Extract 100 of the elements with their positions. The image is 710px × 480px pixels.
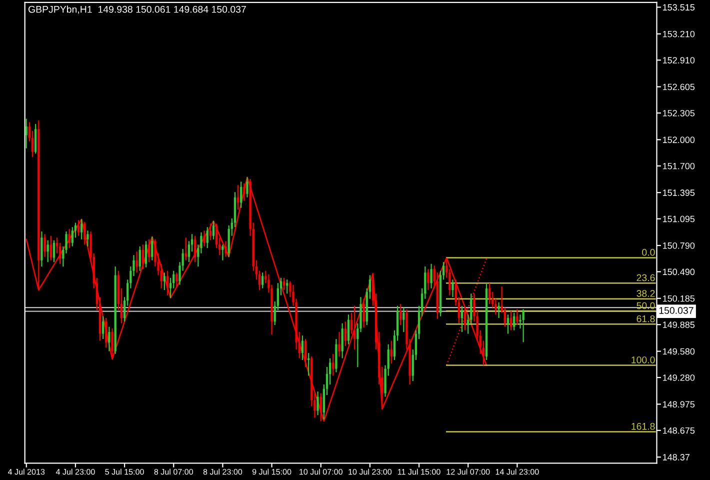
annotation: 161.8 <box>632 422 655 430</box>
x-tick-label: 10 Jul 23:00 <box>348 468 392 475</box>
annotation: 23.6 <box>636 274 655 282</box>
y-tick-label: 151.395 <box>662 190 695 196</box>
candlestick <box>400 304 402 326</box>
candlestick <box>144 240 148 268</box>
y-tick-label: 152.305 <box>662 110 695 116</box>
candlestick <box>111 328 114 360</box>
y-tick-label: 151.095 <box>662 216 695 222</box>
candlestick <box>506 314 510 334</box>
candlestick <box>427 268 430 291</box>
y-tick-label: 148.675 <box>662 427 695 434</box>
y-tick-label: 150.790 <box>662 242 695 249</box>
annotation: 38.2 <box>636 290 655 297</box>
annotation: 0.0 <box>642 248 655 256</box>
y-tick-label: 153.515 <box>662 4 695 11</box>
candlestick <box>354 305 356 350</box>
y-tick-label: 149.280 <box>662 374 695 381</box>
candlestick <box>522 308 524 343</box>
annotation: 100.0 <box>632 356 655 364</box>
candlestick <box>142 244 144 270</box>
x-tick-label: 4 Jul 2013 <box>8 468 45 475</box>
y-tick-label: 152.910 <box>662 57 695 64</box>
candlestick <box>46 240 49 263</box>
chart-title: GBPJPYbn,H1 149.938 150.061 149.684 150.037 <box>28 6 246 14</box>
candlestick <box>212 220 215 240</box>
candlestick <box>224 240 227 258</box>
y-tick-label: 148.975 <box>662 401 695 408</box>
y-tick-label: 152.000 <box>662 136 695 144</box>
candlestick <box>148 238 150 263</box>
candlestick <box>347 314 350 345</box>
candlestick <box>452 279 454 298</box>
x-tick-label: 5 Jul 15:00 <box>105 468 144 475</box>
annotation: 61.8 <box>636 315 655 322</box>
candlestick <box>71 226 74 247</box>
candlestick <box>341 322 344 359</box>
candlestick <box>332 353 334 376</box>
x-tick-label: 10 Jul 07:00 <box>300 468 342 475</box>
candlestick <box>80 218 83 240</box>
candlestick <box>25 118 28 149</box>
candlestick <box>50 235 52 261</box>
x-tick-label: 8 Jul 23:00 <box>203 468 242 475</box>
candlestick <box>316 390 319 416</box>
candlestick <box>136 251 138 274</box>
candlestick <box>105 317 108 348</box>
candlestick <box>102 316 104 340</box>
candlestick <box>86 230 89 247</box>
candlestick <box>338 331 340 358</box>
y-tick-label: 151.700 <box>662 162 695 170</box>
candlestick <box>240 181 242 208</box>
candlestick <box>262 272 264 289</box>
candlestick <box>304 338 307 368</box>
candlestick <box>301 334 304 361</box>
candlestick <box>163 272 166 291</box>
candlestick <box>246 176 248 198</box>
x-tick-label: 12 Jul 07:00 <box>446 468 490 475</box>
candlestick <box>203 230 206 247</box>
candlestick <box>209 223 212 241</box>
y-tick-label: 149.580 <box>662 348 695 355</box>
candlestick <box>362 298 365 328</box>
y-tick-label: 150.490 <box>662 268 695 276</box>
y-tick-label: 148.37 <box>662 454 690 460</box>
candlestick <box>498 302 500 319</box>
candlestick <box>516 308 518 326</box>
x-tick-label: 4 Jul 23:00 <box>56 468 95 475</box>
candlestick <box>166 270 169 296</box>
ref-line-label: 150.037 <box>659 307 694 314</box>
candlestick <box>206 226 208 249</box>
candlestick <box>84 221 86 246</box>
candlestick <box>402 307 405 333</box>
candlestick <box>344 320 346 347</box>
candlestick <box>184 237 187 261</box>
x-tick-label: 9 Jul 15:00 <box>252 468 292 475</box>
y-tick-label: 153.210 <box>662 30 695 38</box>
x-tick-label: 11 Jul 15:00 <box>398 468 440 475</box>
candlestick <box>430 263 432 289</box>
x-tick-label: 14 Jul 23:00 <box>496 468 539 475</box>
candlestick <box>44 234 46 258</box>
candlestick <box>176 272 178 288</box>
y-tick-label: 152.605 <box>662 84 695 90</box>
candlestick <box>390 340 392 364</box>
x-tick-label: 8 Jul 07:00 <box>154 468 194 475</box>
candlestick <box>464 307 466 331</box>
candlestick <box>488 282 491 305</box>
y-tick-label: 150.185 <box>662 295 695 302</box>
candlestick <box>34 123 37 154</box>
candlestick <box>68 228 70 249</box>
candlestick <box>510 310 512 331</box>
candlestick <box>40 230 43 268</box>
candlestick <box>513 312 516 331</box>
candlestick <box>243 182 246 202</box>
candlestick <box>222 244 224 261</box>
candlestick <box>108 326 110 352</box>
candlestick <box>77 220 80 236</box>
y-tick-label: 149.885 <box>662 322 695 328</box>
candlestick <box>460 305 464 333</box>
candlestick <box>52 240 56 263</box>
candlestick <box>194 235 196 263</box>
candlestick <box>138 246 141 272</box>
candlestick <box>151 236 154 261</box>
